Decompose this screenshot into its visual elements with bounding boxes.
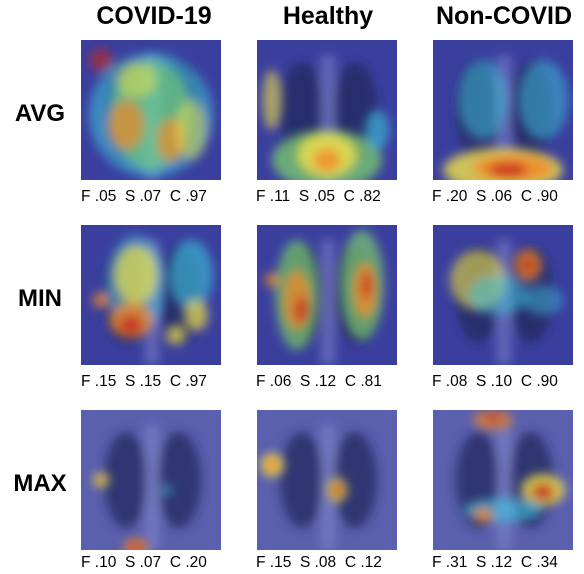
row-header-min: MIN — [18, 285, 62, 312]
metrics-avg-healthy: F .11 S .05 C .82 — [256, 188, 381, 205]
column-header-healthy: Healthy — [282, 2, 374, 30]
column-header-covid: COVID-19 — [96, 2, 212, 30]
metrics-max-healthy: F .15 S .08 C .12 — [256, 554, 382, 571]
metrics-min-noncovid: F .08 S .10 C .90 — [432, 373, 558, 390]
metrics-min-covid: F .15 S .15 C .97 — [81, 373, 207, 390]
metrics-min-healthy: F .06 S .12 C .81 — [256, 373, 382, 390]
row-header-avg: AVG — [14, 100, 66, 127]
heatmap-max-covid — [81, 410, 221, 550]
row-header-max: MAX — [13, 470, 67, 497]
heatmap-max-noncovid — [433, 410, 573, 550]
heatmap-min-noncovid — [433, 225, 573, 365]
metrics-max-covid: F .10 S .07 C .20 — [81, 554, 207, 571]
heatmap-avg-noncovid — [433, 40, 573, 180]
metrics-max-noncovid: F .31 S .12 C .34 — [432, 554, 558, 571]
heatmap-max-healthy — [257, 410, 397, 550]
metrics-avg-noncovid: F .20 S .06 C .90 — [432, 188, 558, 205]
heatmap-min-healthy — [257, 225, 397, 365]
heatmap-avg-covid — [81, 40, 221, 180]
heatmap-avg-healthy — [257, 40, 397, 180]
heatmap-min-covid — [81, 225, 221, 365]
column-header-noncovid: Non-COVID — [435, 2, 573, 30]
metrics-avg-covid: F .05 S .07 C .97 — [81, 188, 207, 205]
